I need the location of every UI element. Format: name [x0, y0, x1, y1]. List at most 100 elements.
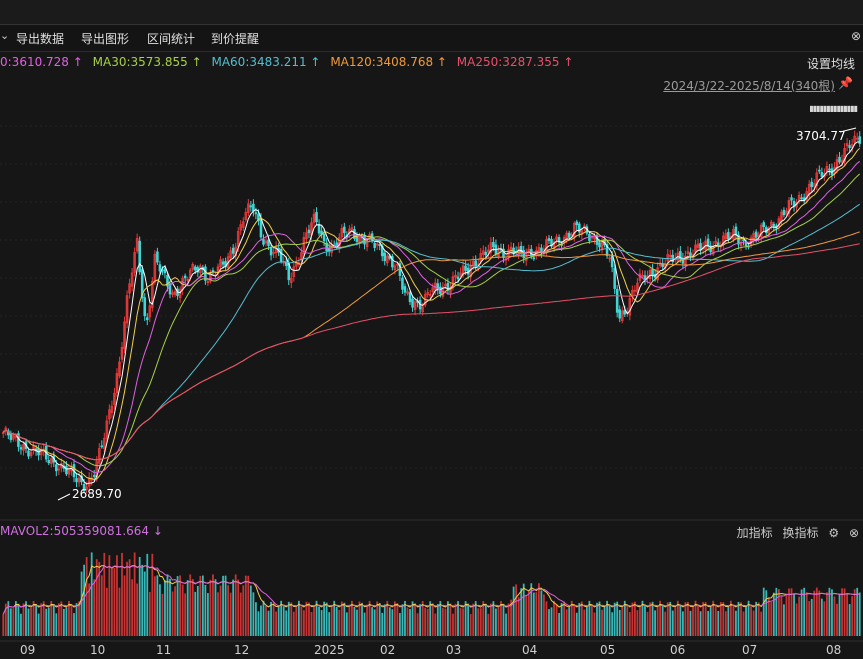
ma-legend: 0:3610.728 ↑ MA30:3573.855 ↑ MA60:3483.2… — [0, 55, 579, 69]
candle-body — [613, 267, 616, 289]
candle-body — [110, 405, 114, 413]
candle-body — [312, 213, 316, 223]
volume-bar — [808, 601, 811, 636]
candle-body — [823, 173, 826, 178]
volume-bar — [260, 605, 262, 636]
volume-bar — [689, 610, 692, 636]
x-tick-label: 08 — [826, 643, 842, 657]
candle-body — [706, 238, 710, 247]
candle-body — [163, 268, 167, 274]
candle-body — [325, 242, 328, 252]
volume-bar — [272, 602, 275, 636]
range-stats-button[interactable]: 区间统计 — [147, 32, 196, 46]
volume-bar — [404, 600, 406, 636]
volume-bar — [277, 605, 280, 636]
volume-bar — [704, 602, 707, 636]
candle-body — [641, 274, 644, 277]
volume-bar — [727, 605, 730, 636]
volume-bar — [78, 601, 80, 636]
volume-bar — [265, 606, 267, 636]
export-image-button[interactable]: 导出图形 — [81, 32, 130, 46]
volume-bar — [795, 603, 798, 636]
volume-bar — [697, 605, 699, 636]
volume-bar — [176, 576, 179, 636]
volume-bar — [42, 601, 45, 636]
candle-body — [231, 247, 235, 254]
volume-bar — [32, 601, 35, 636]
volume-bar — [100, 575, 103, 636]
volume-bar — [287, 601, 290, 636]
volume-bar — [735, 610, 737, 636]
candle-body — [785, 210, 788, 215]
volume-bar — [338, 609, 341, 636]
volume-bar — [184, 593, 187, 636]
candle-body — [835, 159, 839, 171]
volume-bar — [646, 611, 649, 636]
volume-bar — [732, 605, 735, 636]
candle-body — [386, 255, 389, 264]
volume-bar — [148, 591, 151, 636]
volume-bar — [252, 592, 255, 636]
x-tick-label: 11 — [156, 643, 172, 657]
ma20-line — [2, 160, 861, 474]
candle-body — [32, 445, 35, 451]
volume-bar — [376, 601, 379, 636]
candle-body — [153, 253, 157, 283]
volume-bar — [664, 611, 667, 636]
export-data-button[interactable]: 导出数据 — [16, 32, 65, 46]
candle-body — [82, 483, 86, 492]
add-indicator-button[interactable]: 加指标 — [736, 526, 773, 540]
volume-bar — [469, 613, 472, 636]
volume-bar — [305, 601, 308, 636]
volume-bar — [616, 601, 619, 636]
volume-bar — [40, 603, 43, 636]
volume-bar — [661, 605, 664, 636]
volume-bar — [239, 592, 242, 636]
volume-bar — [229, 592, 232, 636]
switch-indicator-button[interactable]: 换指标 — [782, 526, 819, 540]
volume-bar — [371, 607, 374, 636]
volume-bar — [393, 601, 396, 636]
candle-body — [156, 251, 159, 263]
ma-settings-button[interactable]: 设置均线 — [806, 57, 855, 71]
volume-bar — [441, 607, 444, 636]
candle-body — [166, 275, 169, 287]
gear-icon[interactable]: ⚙ — [828, 526, 840, 540]
volume-bar — [525, 594, 528, 636]
mini-scroll-strip[interactable]: ▮▮▮▮▮▮▮▮▮▮▮▮▮▮ — [809, 104, 858, 113]
volume-bar — [88, 583, 91, 636]
volume-bar — [70, 604, 73, 636]
volume-bar — [95, 559, 98, 636]
volume-bar — [820, 598, 823, 636]
pin-icon[interactable]: 📌 — [838, 76, 853, 90]
candle-body — [482, 250, 485, 255]
volume-bar — [444, 608, 447, 636]
close-icon[interactable]: ⊗ — [848, 526, 859, 540]
candle-body — [431, 287, 435, 293]
candle-body — [229, 250, 232, 259]
candle-body — [57, 468, 61, 471]
close-icon[interactable]: ⊗ — [850, 29, 861, 43]
caret-down-icon[interactable]: ⌄ — [0, 29, 10, 42]
volume-bar — [588, 600, 591, 636]
high-arrow — [839, 127, 857, 133]
price-alert-button[interactable]: 到价提醒 — [211, 32, 260, 46]
volume-bar — [570, 600, 573, 636]
volume-bar — [747, 600, 750, 636]
candle-body — [658, 262, 662, 266]
candle-body — [343, 226, 346, 234]
volume-bar — [123, 575, 126, 636]
date-range-label[interactable]: 2024/3/22-2025/8/14(340根) — [663, 79, 835, 93]
x-tick-label: 06 — [670, 643, 686, 657]
volume-bar — [368, 600, 371, 636]
volume-bar — [656, 606, 659, 636]
volume-bar — [12, 608, 15, 636]
volume-bar — [373, 609, 376, 636]
candle-body — [853, 135, 856, 143]
candle-body — [19, 447, 23, 450]
volume-bar — [414, 603, 416, 636]
x-tick-label: 09 — [20, 643, 36, 657]
volume-bar — [310, 611, 313, 636]
candle-body — [648, 270, 652, 279]
